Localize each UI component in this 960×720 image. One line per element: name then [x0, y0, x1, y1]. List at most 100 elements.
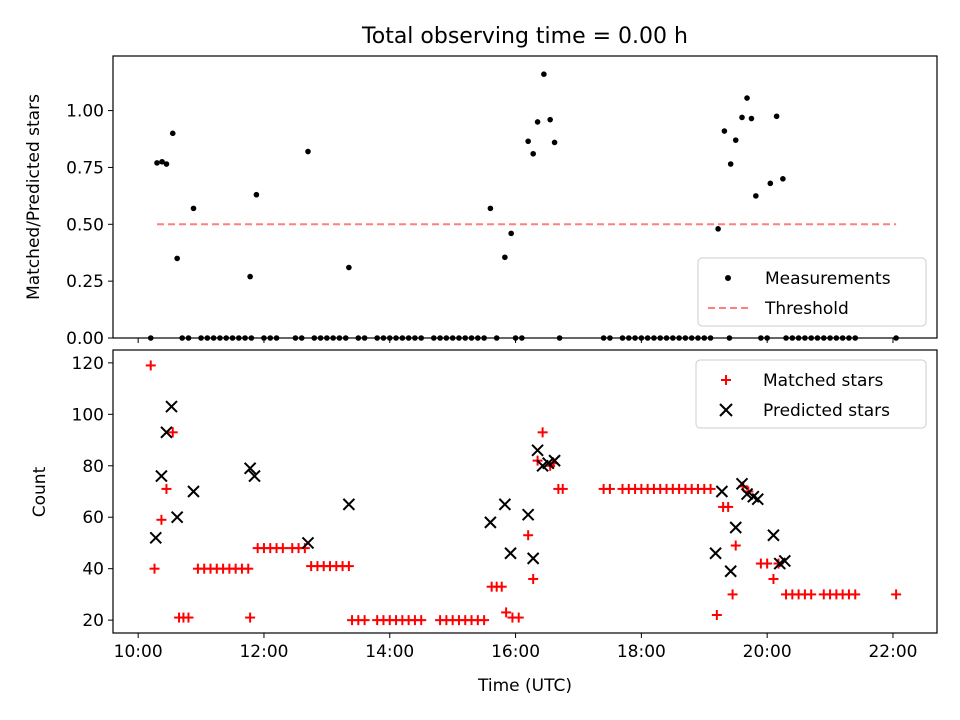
matched-stars-point [762, 558, 773, 569]
x-tick-label: 12:00 [239, 642, 288, 662]
measurements-point [525, 138, 531, 145]
predicted-stars-point [751, 493, 764, 506]
matched-stars-point [537, 427, 548, 438]
threshold-legend-label: Threshold [764, 299, 849, 319]
matched-stars-point [501, 607, 512, 618]
ratio-plot-area [147, 71, 899, 341]
chart-title: Total observing time = 0.00 h [361, 24, 688, 49]
matched-stars-point [496, 581, 507, 592]
measurements-point [767, 180, 774, 187]
predicted-stars-point [548, 454, 561, 467]
predicted-stars-point [160, 426, 173, 439]
predicted-stars-point [149, 531, 162, 545]
matched-stars-point [145, 360, 156, 371]
predicted-stars-point [715, 485, 729, 498]
measurements-point [169, 130, 176, 137]
y-tick-label: 60 [82, 508, 104, 528]
measurements-point [547, 116, 553, 123]
predicted-stars-point [542, 456, 555, 470]
matched-stars-point [479, 615, 490, 626]
matched-stars-point [604, 483, 615, 494]
predicted-stars-point [484, 516, 497, 529]
measurements-point [346, 264, 352, 271]
count-x-axis: 10:00 12:00 14:00 16:00 18:00 20:00 22:00 [114, 633, 917, 662]
matched-stars-point [183, 612, 194, 623]
y-tick-label: 0.25 [66, 272, 104, 292]
count-plot-area [145, 360, 902, 626]
predicted-stars-point [724, 565, 737, 578]
measurements-point [780, 176, 786, 182]
measurements-point [154, 160, 160, 166]
measurements-point [305, 148, 311, 155]
ratio-x-axis [137, 338, 894, 343]
predicted-stars-legend-label: Predicted stars [763, 401, 890, 421]
ratio-axes-frame [112, 55, 938, 339]
x-tick-label: 16:00 [491, 642, 540, 662]
x-tick-label: 18:00 [617, 642, 666, 662]
measurements-point [190, 205, 197, 212]
matched-stars-point [243, 563, 254, 574]
measurements-point [163, 161, 170, 167]
predicted-stars-point [301, 536, 315, 550]
predicted-stars-point [526, 552, 540, 565]
measurements-point [541, 71, 547, 77]
ratio-legend: Measurements Threshold [697, 257, 927, 327]
predicted-stars-point [735, 477, 749, 490]
predicted-stars-point [155, 469, 168, 483]
count-x-axis-label: Time (UTC) [477, 676, 572, 696]
measurements-point [551, 139, 558, 146]
y-tick-label: 40 [82, 560, 104, 580]
matched-stars-point [730, 540, 741, 551]
matched-stars-point [705, 483, 716, 494]
matched-stars-point [245, 612, 256, 623]
measurements-point [253, 191, 260, 198]
matched-stars-point [343, 561, 354, 572]
predicted-stars-point [740, 487, 754, 501]
measurements-point [159, 158, 165, 165]
y-tick-label: 120 [72, 354, 104, 374]
predicted-stars-point [498, 498, 512, 511]
count-legend: Matched stars Predicted stars [695, 359, 927, 429]
y-tick-label: 80 [82, 457, 104, 477]
matched-stars-point [727, 589, 738, 600]
predicted-stars-legend-marker [719, 403, 733, 417]
matched-stars-point [723, 501, 734, 512]
y-tick-label: 0.00 [66, 329, 104, 349]
predicted-stars-point [767, 529, 780, 542]
x-tick-label: 22:00 [868, 642, 917, 662]
measurements-point [748, 115, 755, 122]
ratio-y-axis-label: Matched/Predicted stars [24, 94, 44, 300]
matched-stars-point [277, 543, 288, 554]
matched-stars-point [850, 589, 861, 600]
matched-stars-point [156, 514, 167, 525]
measurements-point [530, 150, 536, 157]
predicted-stars-point [187, 485, 200, 498]
measurements-legend-marker [725, 275, 731, 281]
ratio-legend-box [697, 257, 927, 327]
count-legend-box [695, 359, 927, 429]
measurements-point [715, 226, 721, 232]
measurements-point [753, 193, 759, 199]
count-y-axis-label: Count [30, 466, 50, 517]
measurements-point [732, 137, 739, 143]
count-y-axis: 20 40 60 80 100 120 [72, 354, 113, 631]
predicted-stars-point [709, 547, 722, 560]
matched-stars-point [359, 615, 370, 626]
measurements-point [247, 273, 253, 280]
predicted-stars-point [243, 462, 257, 475]
y-tick-label: 20 [82, 611, 104, 631]
measurements-point [174, 255, 180, 262]
predicted-stars-point [170, 511, 184, 524]
predicted-stars-point [531, 444, 544, 457]
matched-stars-point [416, 615, 427, 626]
matched-stars-point [167, 427, 178, 438]
measurements-point [739, 114, 745, 121]
y-tick-label: 0.75 [66, 158, 104, 178]
x-tick-label: 20:00 [743, 642, 792, 662]
matched-stars-legend-label: Matched stars [763, 371, 883, 391]
predicted-stars-point [521, 508, 535, 521]
matched-stars-point [711, 609, 722, 620]
predicted-stars-point [729, 521, 742, 534]
x-tick-label: 14:00 [365, 642, 414, 662]
